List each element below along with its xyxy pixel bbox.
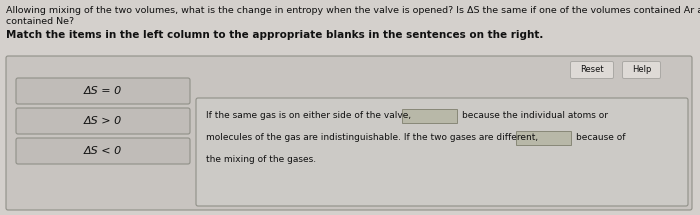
- Text: Match the items in the left column to the appropriate blanks in the sentences on: Match the items in the left column to th…: [6, 30, 543, 40]
- Text: Reset: Reset: [580, 66, 604, 75]
- FancyBboxPatch shape: [402, 109, 457, 123]
- FancyBboxPatch shape: [6, 56, 692, 210]
- Text: molecules of the gas are indistinguishable. If the two gases are different,: molecules of the gas are indistinguishab…: [206, 134, 538, 143]
- Text: Allowing mixing of the two volumes, what is the change in entropy when the valve: Allowing mixing of the two volumes, what…: [6, 6, 700, 15]
- Text: Help: Help: [632, 66, 651, 75]
- Text: ΔS > 0: ΔS > 0: [84, 116, 122, 126]
- Text: contained Ne?: contained Ne?: [6, 17, 74, 26]
- FancyBboxPatch shape: [570, 61, 613, 78]
- FancyBboxPatch shape: [16, 78, 190, 104]
- Text: If the same gas is on either side of the valve,: If the same gas is on either side of the…: [206, 112, 411, 120]
- Text: the mixing of the gases.: the mixing of the gases.: [206, 155, 316, 164]
- FancyBboxPatch shape: [16, 108, 190, 134]
- Text: because the individual atoms or: because the individual atoms or: [462, 112, 608, 120]
- Text: because of: because of: [576, 134, 626, 143]
- FancyBboxPatch shape: [196, 98, 688, 206]
- FancyBboxPatch shape: [516, 131, 571, 145]
- FancyBboxPatch shape: [16, 138, 190, 164]
- Text: ΔS = 0: ΔS = 0: [84, 86, 122, 96]
- Text: ΔS < 0: ΔS < 0: [84, 146, 122, 156]
- FancyBboxPatch shape: [622, 61, 661, 78]
